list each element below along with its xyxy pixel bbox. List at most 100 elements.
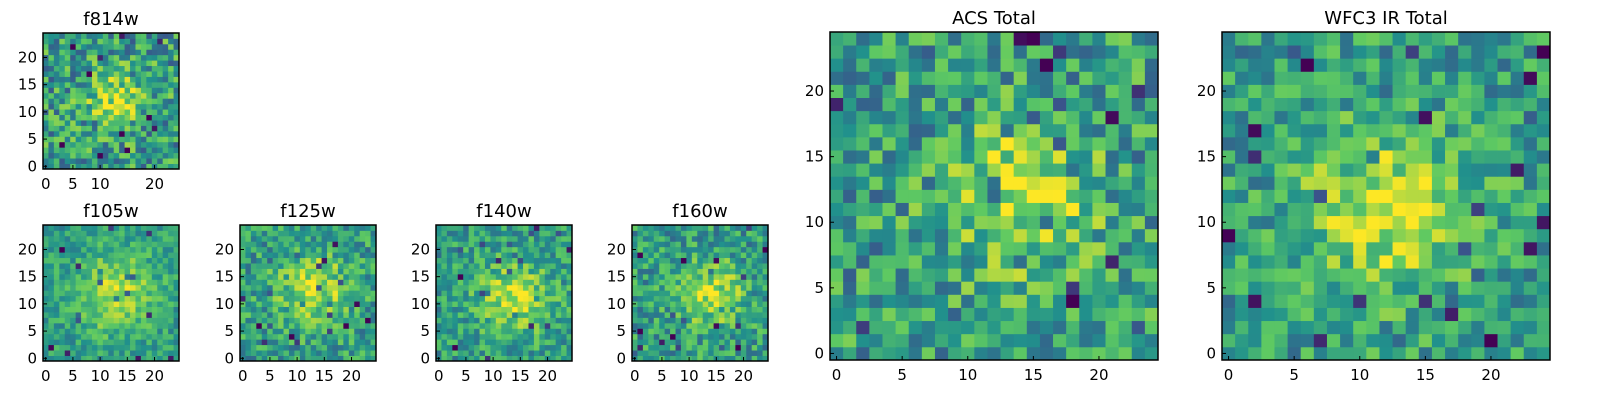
heatmap-cell [1287, 189, 1302, 203]
heatmap-cell [708, 241, 714, 248]
heatmap-cell [961, 71, 975, 85]
heatmap-cell [653, 317, 660, 324]
heatmap-cell [948, 97, 962, 112]
heatmap-cell [59, 98, 66, 105]
heatmap-cell [299, 312, 306, 318]
heatmap-cell [151, 120, 158, 126]
heatmap-cell [1131, 228, 1146, 243]
heatmap-cell [675, 252, 682, 259]
heatmap-cell [316, 317, 322, 324]
heatmap-cell [97, 284, 104, 291]
heatmap-cell [48, 355, 55, 362]
heatmap-cell [1235, 320, 1249, 335]
heatmap-cell [1118, 150, 1133, 164]
heatmap-cell [332, 355, 339, 362]
heatmap-cell [882, 45, 896, 59]
x-tick-label: 5 [1289, 366, 1299, 384]
heatmap-cell [157, 158, 164, 164]
heatmap-cell [1144, 84, 1159, 98]
heatmap-cell [830, 202, 844, 217]
heatmap-cell [267, 273, 274, 280]
heatmap-cell [1066, 228, 1080, 243]
heatmap-cell [757, 333, 763, 340]
heatmap-cell [561, 284, 567, 291]
heatmap-cell [1287, 45, 1302, 59]
heatmap-cell [86, 163, 93, 170]
heatmap-cell [921, 84, 936, 98]
heatmap-cell [1053, 228, 1067, 243]
heatmap-cell [113, 98, 120, 105]
heatmap-cell [1079, 97, 1093, 112]
heatmap-cell [53, 130, 60, 137]
heatmap-cell [740, 301, 747, 307]
heatmap-cell [53, 312, 60, 318]
heatmap-cell [1053, 281, 1067, 295]
heatmap-cell [974, 123, 988, 138]
heatmap-cell [987, 281, 1001, 295]
heatmap-cell [1013, 136, 1028, 151]
heatmap-cell [746, 333, 753, 340]
heatmap-cell [97, 273, 104, 280]
heatmap-cell [632, 350, 638, 356]
heatmap-cell [1118, 163, 1133, 177]
heatmap-cell [70, 87, 77, 94]
heatmap-cell [856, 163, 870, 177]
heatmap-cell [1431, 294, 1446, 308]
heatmap-cell [119, 120, 125, 126]
heatmap-cell [310, 235, 317, 242]
heatmap-cell [64, 317, 71, 324]
heatmap-cell [365, 322, 371, 329]
heatmap-cell [370, 284, 377, 291]
heatmap-cell [686, 225, 693, 231]
heatmap-cell [135, 120, 142, 126]
heatmap-cell [70, 284, 77, 291]
heatmap-cell [474, 225, 480, 231]
heatmap-cell [746, 306, 753, 313]
heatmap-cell [135, 246, 142, 253]
heatmap-cell [757, 273, 763, 280]
heatmap-cell [64, 109, 71, 115]
heatmap-cell [1392, 268, 1407, 282]
heatmap-cell [294, 317, 301, 324]
heatmap-cell [64, 65, 71, 72]
heatmap-cell [124, 38, 131, 45]
heatmap-cell [157, 120, 164, 126]
heatmap-cell [746, 252, 753, 259]
heatmap-cell [544, 263, 551, 269]
heatmap-cell [1026, 163, 1041, 177]
heatmap-cell [157, 350, 164, 356]
heatmap-cell [555, 246, 562, 253]
heatmap-cell [830, 255, 844, 269]
y-tick-label: 5 [224, 322, 234, 340]
heatmap-cell [157, 38, 164, 45]
heatmap-cell [490, 350, 497, 356]
heatmap-cell [934, 268, 949, 282]
heatmap-cell [91, 333, 98, 340]
heatmap-cell [1235, 294, 1249, 308]
heatmap-cell [670, 295, 676, 302]
heatmap-cell [648, 235, 655, 242]
heatmap-cell [1366, 150, 1380, 164]
heatmap-cell [843, 281, 857, 295]
heatmap-cell [740, 268, 747, 275]
heatmap-cell [162, 136, 169, 143]
heatmap-cell [642, 273, 649, 280]
heatmap-cell [452, 230, 459, 237]
heatmap-cell [97, 87, 104, 94]
heatmap-cell [746, 284, 753, 291]
heatmap-cell [168, 158, 174, 164]
heatmap-cell [490, 279, 497, 286]
heatmap-cell [135, 125, 142, 132]
heatmap-cell [146, 33, 153, 39]
heatmap-cell [316, 279, 322, 286]
heatmap-cell [729, 279, 736, 286]
heatmap-cell [1340, 176, 1354, 190]
heatmap-cell [157, 114, 164, 121]
heatmap-cell [316, 355, 322, 362]
heatmap-cell [81, 71, 87, 77]
heatmap-cell [157, 268, 164, 275]
heatmap-cell [555, 241, 562, 248]
heatmap-cell [1105, 110, 1120, 125]
heatmap-cell [539, 225, 546, 231]
heatmap-cell [261, 241, 268, 248]
